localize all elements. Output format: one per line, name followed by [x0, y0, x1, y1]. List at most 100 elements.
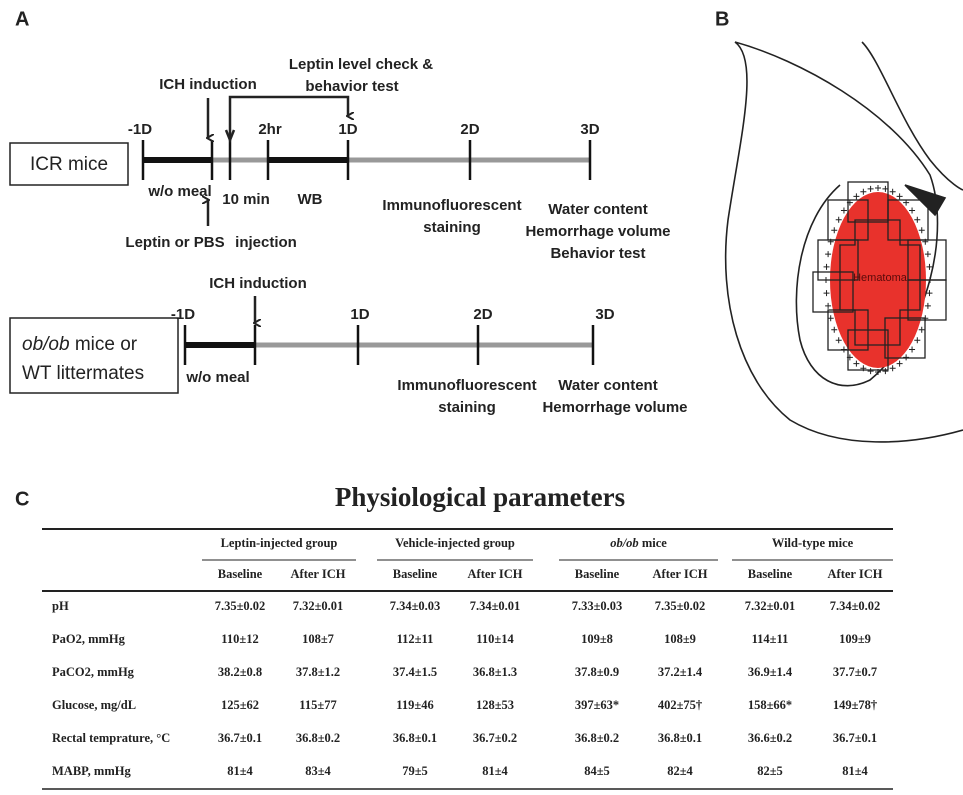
- day3-label: Water content: [558, 377, 657, 394]
- cell: 36.7±0.1: [218, 731, 262, 745]
- group-label: ob/ob mice or: [22, 334, 138, 355]
- ich-label: ICH induction: [209, 275, 307, 292]
- cell: 7.34±0.01: [470, 599, 521, 613]
- cell: 149±78†: [833, 698, 877, 712]
- cell: 109±8: [581, 632, 613, 646]
- cell: 36.7±0.2: [473, 731, 517, 745]
- cross: [836, 217, 842, 223]
- cross: [860, 189, 866, 195]
- day2-label: Immunofluorescent: [397, 377, 536, 394]
- cell: 82±5: [757, 764, 783, 778]
- cross: [897, 361, 903, 367]
- day2-label: staining: [423, 219, 481, 236]
- panel-label: B: [715, 8, 729, 30]
- time-label: 2D: [460, 121, 479, 138]
- cross: [836, 337, 842, 343]
- cell: 36.8±0.1: [658, 731, 702, 745]
- day2-label: Immunofluorescent: [382, 197, 521, 214]
- cell: 37.8±1.2: [296, 665, 340, 679]
- group-header: Vehicle-injected group: [395, 536, 515, 550]
- cell: 108±9: [664, 632, 696, 646]
- cell: 37.7±0.7: [833, 665, 877, 679]
- subheader: After ICH: [291, 567, 346, 581]
- cell: 114±11: [752, 632, 789, 646]
- time-label: -1D: [171, 306, 195, 323]
- cell: 36.8±0.2: [575, 731, 619, 745]
- cross: [903, 354, 909, 360]
- cross: [824, 264, 830, 270]
- time-label: 3D: [580, 121, 599, 138]
- cell: 79±5: [402, 764, 428, 778]
- cell: 7.34±0.03: [390, 599, 441, 613]
- cross: [831, 227, 837, 233]
- fasting-label: w/o meal: [185, 369, 249, 386]
- subheader: Baseline: [218, 567, 263, 581]
- bracket-arrow: [230, 97, 348, 140]
- panel-label: A: [15, 8, 29, 30]
- panel-label: C: [15, 488, 29, 510]
- group-header: Leptin-injected group: [221, 536, 338, 550]
- cross: [919, 327, 925, 333]
- cell: 110±12: [221, 632, 258, 646]
- time-label: 1D: [350, 306, 369, 323]
- cross: [914, 337, 920, 343]
- group-header-part: Wild-type mice: [772, 536, 854, 550]
- cross: [841, 207, 847, 213]
- cell: 36.8±0.1: [393, 731, 437, 745]
- day2-label: staining: [438, 399, 496, 416]
- group-header-part: ob/ob: [610, 536, 638, 550]
- cross: [909, 207, 915, 213]
- cell: 81±4: [227, 764, 253, 778]
- fasting-label: w/o meal: [147, 183, 211, 200]
- injection-label: Leptin or PBS: [125, 234, 224, 251]
- subheader: After ICH: [828, 567, 883, 581]
- injection-label: injection: [235, 234, 297, 251]
- cell: 36.9±1.4: [748, 665, 793, 679]
- cell: 7.32±0.01: [745, 599, 796, 613]
- row-label: PaO2, mmHg: [52, 632, 126, 646]
- cross: [868, 368, 874, 374]
- cell: 112±11: [397, 632, 434, 646]
- check-label: Leptin level check &: [289, 56, 433, 73]
- time-label: 2D: [473, 306, 492, 323]
- cell: 7.35±0.02: [655, 599, 706, 613]
- cell: 81±4: [842, 764, 868, 778]
- delay-label: 10 min: [222, 191, 270, 208]
- cross: [825, 251, 831, 257]
- row-label: MABP, mmHg: [52, 764, 131, 778]
- cross: [926, 264, 932, 270]
- subheader: Baseline: [393, 567, 438, 581]
- cell: 402±75†: [658, 698, 702, 712]
- time-label: -1D: [128, 121, 152, 138]
- cell: 128±53: [476, 698, 514, 712]
- row-label: Glucose, mg/dL: [52, 698, 136, 712]
- wb-label: WB: [298, 191, 323, 208]
- cell: 7.33±0.03: [572, 599, 623, 613]
- hematoma-label: Hematoma: [853, 272, 908, 284]
- cross: [897, 193, 903, 199]
- group-label: WT littermates: [22, 363, 144, 384]
- cell: 81±4: [482, 764, 508, 778]
- group-label: ICR mice: [30, 154, 108, 175]
- cell: 38.2±0.8: [218, 665, 262, 679]
- cell: 36.8±0.2: [296, 731, 340, 745]
- cell: 37.2±1.4: [658, 665, 703, 679]
- day3-label: Hemorrhage volume: [542, 399, 687, 416]
- cross: [919, 227, 925, 233]
- cell: 397±63*: [575, 698, 619, 712]
- group-header-part: Vehicle-injected group: [395, 536, 515, 550]
- cross: [823, 277, 829, 283]
- cell: 108±7: [302, 632, 334, 646]
- group-header: ob/ob mice: [610, 536, 667, 550]
- cell: 82±4: [667, 764, 693, 778]
- day3-label: Hemorrhage volume: [525, 223, 670, 240]
- cross: [914, 217, 920, 223]
- row-label: pH: [52, 599, 69, 613]
- ich-label: ICH induction: [159, 76, 257, 93]
- table-title: Physiological parameters: [335, 482, 625, 512]
- cross: [831, 327, 837, 333]
- cell: 36.6±0.2: [748, 731, 792, 745]
- row-label: Rectal temprature, °C: [52, 731, 170, 745]
- cell: 36.8±1.3: [473, 665, 517, 679]
- cell: 7.32±0.01: [293, 599, 344, 613]
